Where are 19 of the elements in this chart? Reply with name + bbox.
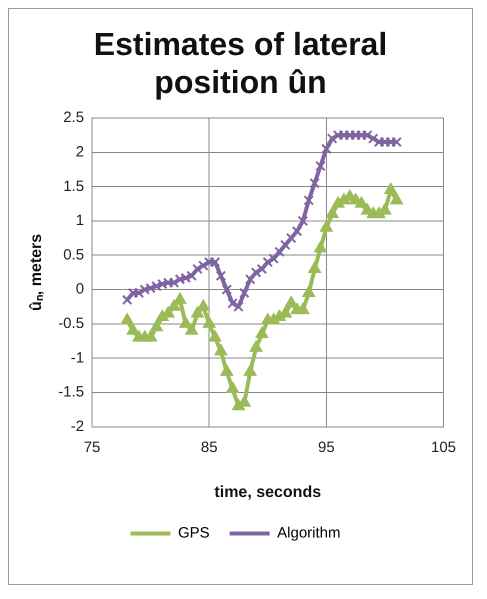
- x-tick-label: 85: [200, 438, 218, 456]
- legend-label: GPS: [178, 524, 210, 542]
- y-axis-title: ûₙ, meters: [28, 234, 46, 311]
- y-tick-label: 0: [76, 280, 84, 298]
- y-tick-label: -2: [70, 418, 84, 435]
- chart-title: Estimates of lateral position ûn: [92, 25, 388, 101]
- x-axis-title: time, seconds: [214, 484, 322, 501]
- y-tick-label: 2: [76, 143, 84, 160]
- x-tick-label: 105: [430, 438, 456, 456]
- y-tick-label: 0.5: [63, 246, 84, 264]
- legend-label: Algorithm: [277, 524, 341, 542]
- y-tick-label: 1.5: [63, 178, 84, 195]
- y-tick-label: 1: [76, 212, 84, 230]
- y-tick-label: -1: [70, 349, 84, 366]
- x-tick-label: 95: [318, 438, 335, 456]
- y-tick-label: 2.5: [63, 109, 84, 126]
- y-tick-label: -0.5: [58, 315, 84, 332]
- x-tick-label: 75: [84, 438, 100, 456]
- y-tick-label: -1.5: [58, 384, 84, 401]
